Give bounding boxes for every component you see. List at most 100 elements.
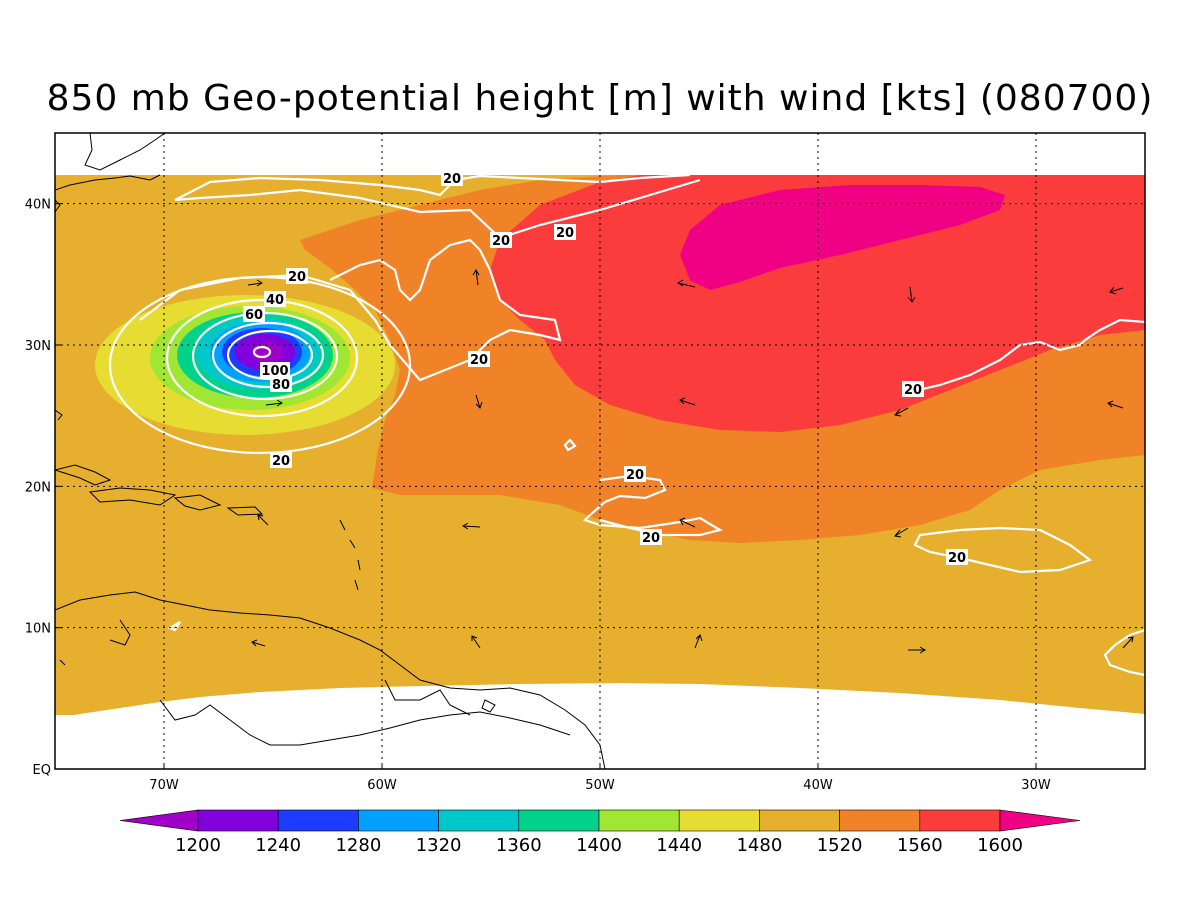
wind-contour-label: 80 bbox=[270, 376, 292, 393]
wind-vector bbox=[475, 394, 483, 409]
wind-contour-label: 20 bbox=[902, 381, 924, 398]
svg-text:20: 20 bbox=[492, 234, 510, 249]
lon-tick-label: 40W bbox=[803, 778, 833, 793]
svg-text:100: 100 bbox=[261, 364, 288, 379]
wind-vector bbox=[471, 635, 481, 649]
wind-contour-120 bbox=[252, 345, 272, 359]
lon-axis: 70W 60W 50W 40W 30W bbox=[149, 763, 1051, 793]
svg-text:20: 20 bbox=[470, 353, 488, 368]
lat-tick-label: EQ bbox=[33, 763, 51, 778]
colorbar-segment bbox=[759, 809, 840, 832]
colorbar-label: 1400 bbox=[576, 835, 622, 856]
wind-vector bbox=[907, 286, 916, 303]
wind-contour-small-west bbox=[167, 621, 181, 632]
colorbar-segment bbox=[678, 809, 760, 832]
wind-contour-label: 20 bbox=[286, 268, 308, 285]
colorbar-label: 1520 bbox=[817, 835, 863, 856]
wind-contour-label: 20 bbox=[946, 549, 968, 566]
wind-vector bbox=[472, 269, 480, 286]
colorbar-label: 1560 bbox=[897, 835, 943, 856]
wind-vectors bbox=[247, 269, 1134, 654]
wind-contour-label: 60 bbox=[243, 306, 265, 323]
wind-contour-label: 100 bbox=[260, 362, 290, 379]
lon-tick-label: 30W bbox=[1021, 778, 1051, 793]
wind-contour-20-south-central bbox=[582, 474, 723, 537]
wind-contour-80 bbox=[211, 321, 325, 389]
wind-vector bbox=[908, 646, 926, 654]
wind-vector bbox=[679, 517, 696, 528]
wind-contour-20-far-east bbox=[1103, 628, 1145, 677]
wind-vector bbox=[679, 397, 696, 406]
svg-text:40: 40 bbox=[266, 293, 284, 308]
wind-vector bbox=[1109, 286, 1124, 295]
wind-contour-label: 20 bbox=[468, 351, 490, 368]
wind-vector bbox=[257, 514, 269, 526]
wind-vector bbox=[1122, 636, 1134, 649]
lat-tick-label: 10N bbox=[25, 622, 51, 637]
wind-contour-label: 20 bbox=[624, 466, 646, 483]
wind-contour-label: 20 bbox=[640, 529, 662, 546]
wind-contour-20-ring bbox=[108, 275, 412, 455]
wind-vector bbox=[247, 279, 263, 287]
colorbar-segment bbox=[919, 809, 1001, 832]
colorbar-segment bbox=[518, 809, 600, 832]
field-band-above-1600 bbox=[680, 185, 1005, 290]
colorbar-high-triangle bbox=[999, 809, 1081, 832]
colorbar-segment bbox=[598, 809, 680, 832]
map-title: 850 mb Geo-potential height [m] with win… bbox=[46, 78, 1154, 119]
svg-text:20: 20 bbox=[443, 172, 461, 187]
colorbar-segment bbox=[438, 809, 520, 832]
wind-contour-20-east bbox=[909, 318, 1145, 394]
field-band-1600 bbox=[490, 175, 1145, 432]
wind-vector bbox=[462, 522, 481, 530]
wind-contour-label: 20 bbox=[554, 224, 576, 241]
svg-text:80: 80 bbox=[272, 378, 290, 393]
lon-tick-label: 60W bbox=[367, 778, 397, 793]
colorbar-segment bbox=[839, 809, 921, 832]
wind-contour-20-central bbox=[174, 178, 701, 240]
colorbar: 1200 1240 1280 1320 1360 1400 1440 1480 1520 1560… bbox=[119, 809, 1081, 856]
wind-contour-label: 20 bbox=[441, 170, 463, 187]
wind-contour-label: 20 bbox=[270, 452, 292, 469]
wind-contour-20-north bbox=[174, 173, 691, 201]
lon-tick-label: 50W bbox=[585, 778, 615, 793]
lon-tick-label: 70W bbox=[149, 778, 179, 793]
wind-vector bbox=[251, 639, 266, 647]
wind-contour-label: 40 bbox=[264, 291, 286, 308]
wind-contour-small bbox=[563, 438, 577, 452]
colorbar-label: 1360 bbox=[496, 835, 542, 856]
colorbar-label: 1240 bbox=[255, 835, 301, 856]
lat-tick-label: 30N bbox=[25, 339, 51, 354]
svg-text:20: 20 bbox=[626, 468, 644, 483]
svg-text:20: 20 bbox=[642, 531, 660, 546]
wind-contour-40 bbox=[165, 298, 359, 418]
graticule bbox=[55, 133, 1145, 769]
svg-text:20: 20 bbox=[556, 226, 574, 241]
wind-contour-labels: 20 20 20 20 40 60 80 100 20 20 20 20 20 … bbox=[243, 170, 968, 566]
wind-vector bbox=[265, 399, 283, 407]
svg-text:20: 20 bbox=[904, 383, 922, 398]
wind-vector bbox=[894, 527, 909, 538]
wind-contour-label: 20 bbox=[490, 232, 512, 249]
colorbar-segment bbox=[277, 809, 359, 832]
colorbar-label: 1200 bbox=[175, 835, 221, 856]
svg-text:20: 20 bbox=[272, 454, 290, 469]
wind-vector bbox=[694, 634, 703, 649]
svg-text:20: 20 bbox=[288, 270, 306, 285]
lat-axis: EQ 10N 20N 30N 40N bbox=[25, 198, 61, 778]
colorbar-label: 1440 bbox=[656, 835, 702, 856]
colorbar-segment bbox=[197, 809, 279, 832]
colorbar-low-triangle bbox=[119, 809, 199, 832]
lat-tick-label: 20N bbox=[25, 480, 51, 495]
wind-vector bbox=[894, 407, 909, 417]
colorbar-label: 1480 bbox=[736, 835, 782, 856]
svg-text:20: 20 bbox=[948, 551, 966, 566]
colorbar-label: 1280 bbox=[335, 835, 381, 856]
wind-vector bbox=[677, 279, 696, 288]
coastlines bbox=[55, 133, 606, 769]
colorbar-label: 1320 bbox=[416, 835, 462, 856]
no-data-region bbox=[55, 683, 1145, 769]
svg-text:60: 60 bbox=[245, 308, 263, 323]
colorbar-label: 1600 bbox=[977, 835, 1023, 856]
